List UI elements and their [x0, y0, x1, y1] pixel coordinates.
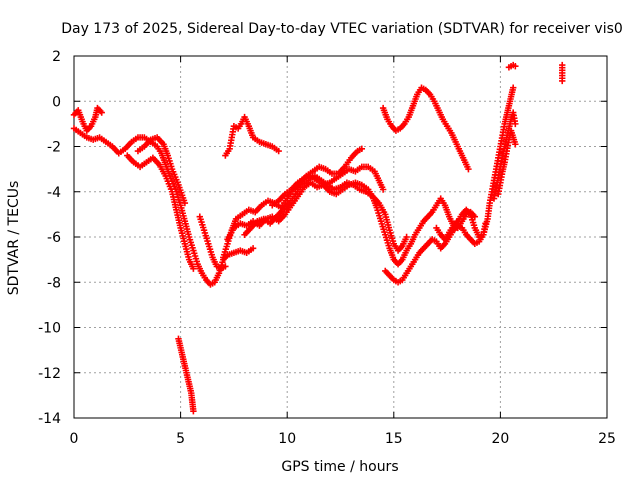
data-series [269, 172, 479, 268]
data-series [222, 113, 282, 159]
x-tick-label: 25 [598, 431, 616, 447]
data-series [196, 213, 229, 272]
y-axis-label: SDTVAR / TECUs [6, 181, 22, 296]
data-point [403, 233, 410, 241]
data-point [379, 186, 387, 193]
y-tick-label: -4 [47, 185, 61, 201]
data-points [70, 61, 566, 415]
y-tick-label: -8 [47, 275, 61, 291]
data-point [190, 408, 197, 415]
data-point [512, 62, 519, 70]
data-series [70, 104, 105, 134]
y-tick-label: -2 [47, 140, 61, 156]
data-point [222, 263, 229, 270]
data-series [124, 152, 197, 272]
data-series [134, 134, 189, 207]
x-tick-labels: 0 5 10 15 20 25 [70, 431, 616, 447]
x-axis-label: GPS time / hours [281, 459, 398, 475]
data-series [379, 84, 472, 173]
data-series [175, 335, 197, 415]
data-point [275, 147, 282, 155]
data-point [98, 109, 105, 116]
data-point [465, 165, 472, 173]
y-tick-label: -6 [47, 230, 61, 246]
data-point [559, 77, 566, 85]
data-point [358, 145, 366, 152]
y-tick-label: -10 [38, 321, 61, 337]
x-tick-label: 0 [70, 431, 79, 447]
y-tick-labels: 2 0 -2 -4 -6 -8 -10 -12 -14 [38, 49, 61, 427]
data-point [181, 199, 189, 207]
x-tick-label: 5 [176, 431, 185, 447]
data-series [495, 127, 519, 198]
data-point [512, 141, 519, 148]
chart-title: Day 173 of 2025, Sidereal Day-to-day VTE… [61, 21, 623, 37]
data-series [433, 84, 517, 243]
data-point [509, 84, 517, 91]
data-point [512, 120, 519, 128]
data-series [559, 61, 566, 85]
data-point [249, 245, 257, 252]
data-point [190, 265, 197, 272]
data-series [505, 61, 519, 71]
y-tick-label: -12 [38, 366, 61, 382]
grid [74, 56, 607, 418]
x-tick-label: 15 [385, 431, 403, 447]
y-tick-label: 2 [52, 49, 61, 65]
x-tick-label: 20 [491, 431, 509, 447]
y-tick-label: -14 [38, 411, 61, 427]
x-tick-label: 10 [278, 431, 296, 447]
y-tick-label: 0 [52, 94, 61, 110]
axis-ticks [73, 55, 608, 419]
